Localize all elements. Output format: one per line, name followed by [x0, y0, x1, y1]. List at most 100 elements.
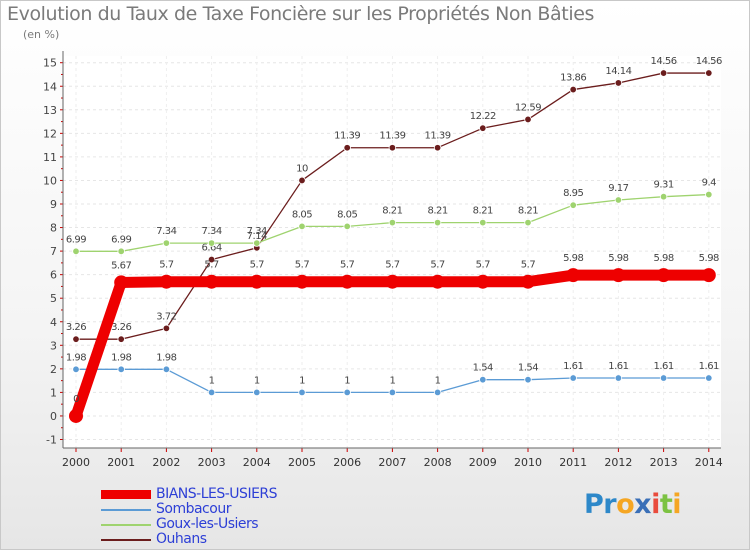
data-point [479, 375, 487, 384]
data-point [569, 374, 577, 382]
data-label: 8.21 [382, 206, 402, 217]
data-label: 14.14 [605, 66, 631, 77]
y-tick-label: 9 [50, 198, 57, 211]
data-label: 5.7 [340, 260, 355, 271]
data-label: 1.98 [111, 352, 131, 363]
data-point [249, 274, 264, 289]
y-axis-unit-label: (en %) [23, 28, 60, 41]
legend-swatch [101, 509, 151, 511]
legend-label: Ouhans [156, 531, 207, 547]
data-point [298, 176, 306, 185]
data-point [701, 268, 716, 283]
data-point [388, 218, 397, 227]
data-point [343, 222, 351, 231]
data-point [388, 388, 397, 397]
legend-swatch [101, 539, 151, 541]
data-point [340, 274, 355, 289]
x-tick-label: 2013 [650, 456, 678, 469]
x-tick-label: 2008 [424, 456, 452, 469]
data-point [705, 374, 713, 382]
legend-swatch [101, 490, 151, 499]
data-label: 9.31 [653, 180, 673, 191]
data-label: 5.7 [430, 260, 445, 271]
x-tick-label: 2009 [469, 456, 497, 469]
data-label: 10 [296, 163, 308, 174]
data-label: 1 [209, 375, 215, 386]
data-label: 9.4 [702, 178, 717, 189]
y-tick-label: 14 [43, 80, 57, 93]
data-point [295, 274, 309, 289]
data-label: 12.22 [470, 111, 496, 122]
data-label: 7.14 [247, 231, 267, 242]
data-point [207, 239, 216, 247]
data-label: 13.86 [560, 73, 586, 84]
data-label: 7.34 [201, 226, 221, 237]
logo-text-x: x [634, 489, 652, 520]
data-point [611, 268, 626, 283]
x-tick-label: 2002 [152, 456, 180, 469]
data-point [433, 144, 442, 152]
y-tick-label: 3 [50, 339, 57, 352]
data-point [343, 388, 351, 397]
data-label: 1 [435, 375, 441, 386]
data-label: 1.61 [563, 361, 583, 372]
data-point [705, 69, 713, 77]
data-label: 8.95 [563, 188, 583, 199]
legend-label: Sombacour [156, 501, 231, 517]
data-point [479, 124, 487, 132]
x-tick-label: 2005 [288, 456, 316, 469]
data-label: 5.98 [699, 253, 719, 264]
data-label: 1 [344, 375, 350, 386]
data-label: 1.61 [699, 361, 719, 372]
data-point [659, 374, 668, 382]
data-point [433, 388, 442, 397]
data-point [524, 218, 532, 227]
data-label: 3.72 [156, 311, 176, 322]
y-tick-label: 0 [50, 410, 57, 423]
y-tick-label: 5 [50, 292, 57, 305]
data-point [659, 192, 668, 201]
data-point [705, 190, 713, 199]
data-label: 8.05 [337, 209, 357, 220]
y-tick-label: 7 [50, 245, 57, 258]
data-label: 1 [389, 375, 395, 386]
data-label: 1.61 [653, 361, 673, 372]
data-point [388, 144, 397, 152]
y-tick-label: 4 [50, 316, 57, 329]
data-point [72, 365, 80, 374]
y-tick-label: -1 [46, 434, 57, 447]
data-point [475, 274, 490, 289]
y-tick-label: 1 [50, 386, 57, 399]
data-label: 8.21 [473, 206, 493, 217]
data-label: 7.34 [156, 226, 176, 237]
x-tick-label: 2014 [695, 456, 723, 469]
x-tick-label: 2006 [333, 456, 361, 469]
x-tick-label: 2003 [198, 456, 226, 469]
data-label: 8.21 [518, 206, 538, 217]
x-tick-label: 2010 [514, 456, 542, 469]
data-label: 5.7 [295, 260, 310, 271]
data-point [117, 335, 125, 343]
data-label: 5.7 [204, 260, 219, 271]
data-label: 11.39 [334, 131, 360, 142]
logo-text-i2: i [672, 489, 682, 520]
data-point [253, 388, 261, 397]
x-tick-label: 2007 [378, 456, 406, 469]
data-point [524, 115, 532, 124]
data-point [479, 218, 487, 227]
data-label: 1.61 [608, 361, 628, 372]
data-label: 6.64 [201, 243, 221, 254]
x-tick-label: 2000 [62, 456, 90, 469]
data-point [117, 247, 125, 256]
data-point [521, 274, 535, 289]
data-label: 12.59 [515, 102, 541, 113]
legend-label: BIANS-LES-USIERS [156, 486, 278, 502]
legend-swatch [101, 524, 151, 526]
data-point [524, 375, 532, 384]
chart-title: Evolution du Taux de Taxe Foncière sur l… [7, 3, 595, 25]
data-point [298, 222, 306, 231]
logo-text-t: t [659, 489, 673, 520]
data-label: 9.17 [608, 183, 628, 194]
data-label: 14.56 [696, 56, 722, 67]
